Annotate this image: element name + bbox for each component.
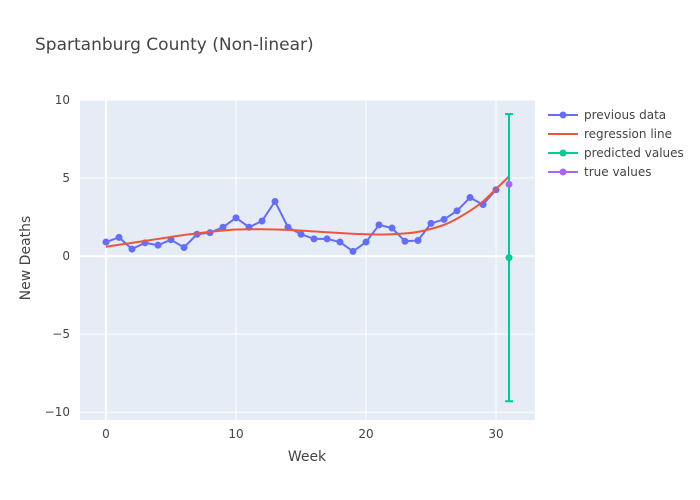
plot-area (80, 100, 535, 420)
data-point (401, 237, 409, 245)
y-axis-label: New Deaths (18, 216, 34, 301)
x-tick-label: 10 (228, 427, 243, 441)
legend-label: predicted values (584, 146, 684, 160)
legend-swatch-marker (559, 111, 567, 119)
data-point (232, 214, 240, 222)
legend-label: previous data (584, 108, 666, 122)
series-regression-line (105, 175, 510, 248)
data-point (505, 254, 513, 262)
data-point (297, 230, 305, 238)
legend-label: regression line (584, 127, 672, 141)
data-point (180, 244, 188, 252)
x-tick-label: 30 (488, 427, 503, 441)
data-point (466, 194, 474, 202)
y-tick-label: −5 (52, 327, 70, 341)
data-point (414, 236, 422, 244)
y-tick-label: −10 (45, 405, 70, 419)
series-layer (102, 113, 513, 403)
data-point (453, 207, 461, 215)
legend-label: true values (584, 165, 651, 179)
y-tick-labels: −10 −5 0 5 10 (45, 93, 70, 419)
data-point (427, 219, 435, 227)
x-axis-label: Week (288, 449, 327, 465)
data-point (219, 223, 227, 231)
series-true-values (505, 180, 513, 188)
legend-item-predicted-values[interactable]: predicted values (548, 146, 684, 160)
data-point (375, 221, 383, 229)
legend-item-true-values[interactable]: true values (548, 165, 651, 179)
data-point (258, 217, 266, 225)
data-point (310, 235, 318, 243)
data-point (323, 235, 331, 243)
series-previous-data (102, 186, 500, 255)
legend-item-regression-line[interactable]: regression line (548, 127, 672, 141)
series-predicted-values (505, 113, 513, 403)
data-point (115, 233, 123, 241)
data-point (336, 238, 344, 246)
grid-lines (80, 99, 535, 420)
legend[interactable]: previous data regression line predicted va… (548, 108, 684, 179)
data-point (362, 238, 370, 246)
data-point (128, 245, 136, 253)
data-point (505, 180, 513, 188)
chart-title: Spartanburg County (Non-linear) (35, 35, 314, 55)
x-tick-label: 0 (102, 427, 110, 441)
data-point (154, 241, 162, 249)
legend-swatch-marker (559, 149, 567, 157)
y-tick-label: 10 (55, 93, 70, 107)
data-point (440, 215, 448, 223)
legend-item-previous-data[interactable]: previous data (548, 108, 666, 122)
series-line-regression-line (105, 175, 510, 248)
data-point (102, 238, 110, 246)
data-point (271, 197, 279, 205)
x-tick-labels: 0 10 20 30 (102, 427, 503, 441)
x-tick-label: 20 (358, 427, 373, 441)
data-point (349, 247, 357, 255)
data-point (388, 224, 396, 232)
y-tick-label: 0 (62, 249, 70, 263)
legend-swatch-marker (559, 168, 567, 176)
y-tick-label: 5 (62, 171, 70, 185)
